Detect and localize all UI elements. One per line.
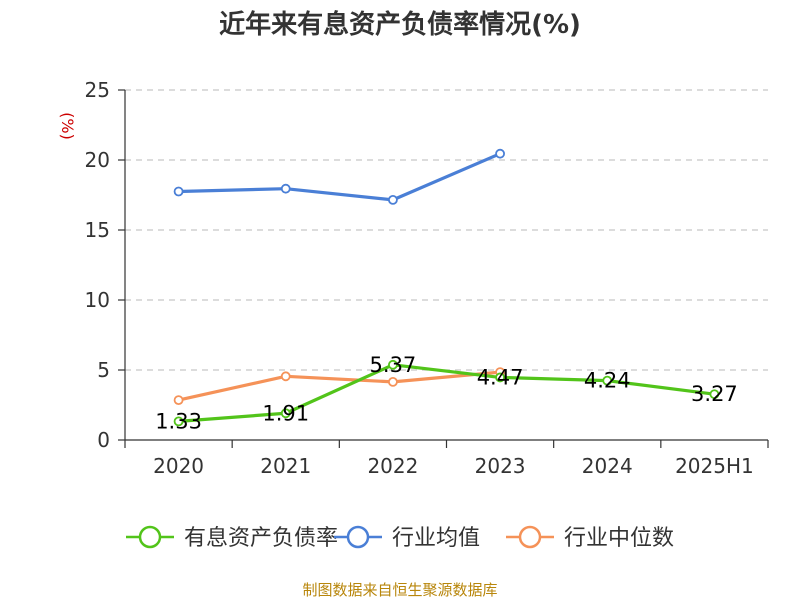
legend-marker-icon: [138, 525, 162, 549]
data-point: [388, 376, 398, 387]
data-label: 4.47: [477, 365, 524, 389]
data-point: [709, 389, 720, 400]
y-tick-label: 5: [97, 358, 110, 382]
data-point: [495, 148, 505, 159]
x-tick-label: 2025H1: [675, 454, 754, 478]
data-point: [173, 416, 184, 427]
legend[interactable]: 有息资产负债率 行业均值 行业中位数: [126, 525, 674, 551]
x-tick-label: 2022: [367, 454, 418, 478]
series-lines: [173, 148, 720, 427]
legend-item[interactable]: 行业均值: [334, 525, 480, 551]
data-point: [602, 375, 613, 386]
data-label: 5.37: [370, 353, 417, 377]
data-point: [280, 183, 291, 194]
x-tick-label: 2024: [582, 454, 633, 478]
x-tick-label: 2021: [260, 454, 311, 478]
data-point: [280, 408, 291, 419]
data-point: [173, 395, 184, 406]
grid-lines: [125, 89, 768, 371]
data-point: [495, 372, 505, 383]
series-line: [178, 370, 501, 402]
y-tick-label: 20: [85, 148, 110, 172]
data-label: 3.27: [691, 382, 738, 406]
legend-marker-icon: [518, 525, 542, 549]
y-tick-label: 10: [85, 288, 110, 312]
chart-title: 近年来有息资产负债率情况(%): [219, 9, 581, 40]
data-point: [173, 186, 184, 197]
legend-marker-icon: [346, 525, 370, 549]
legend-label: 有息资产负债率: [184, 526, 338, 551]
x-tick-label: 2023: [475, 454, 526, 478]
x-tick-label: 2020: [153, 454, 204, 478]
data-point: [388, 194, 398, 205]
series-line: [178, 152, 501, 202]
data-point: [280, 371, 291, 382]
axes: 0 5 10 15 20 25 2020 2021 2022 2023 2024 2025H1: [85, 78, 769, 478]
y-tick-label: 25: [85, 78, 110, 102]
data-labels: 1.33 1.91 5.37 4.47 4.24 3.27: [155, 353, 738, 434]
legend-label: 行业中位数: [564, 526, 674, 551]
data-label: 1.33: [155, 409, 202, 433]
legend-label: 行业均值: [392, 526, 480, 551]
data-point: [388, 359, 398, 370]
legend-item[interactable]: 行业中位数: [506, 525, 674, 551]
y-tick-label: 15: [85, 218, 110, 242]
data-label: 1.91: [262, 401, 309, 425]
source-note: 制图数据来自恒生聚源数据库: [302, 581, 497, 599]
data-label: 4.24: [584, 369, 631, 393]
y-axis-unit: (%): [58, 112, 77, 140]
y-tick-label: 0: [97, 428, 110, 452]
legend-item[interactable]: 有息资产负债率: [126, 525, 338, 551]
series-line: [178, 363, 715, 423]
